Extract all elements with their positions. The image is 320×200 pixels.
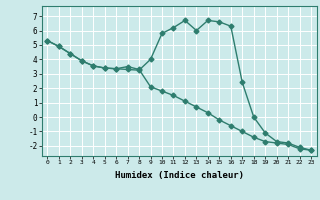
X-axis label: Humidex (Indice chaleur): Humidex (Indice chaleur) bbox=[115, 171, 244, 180]
